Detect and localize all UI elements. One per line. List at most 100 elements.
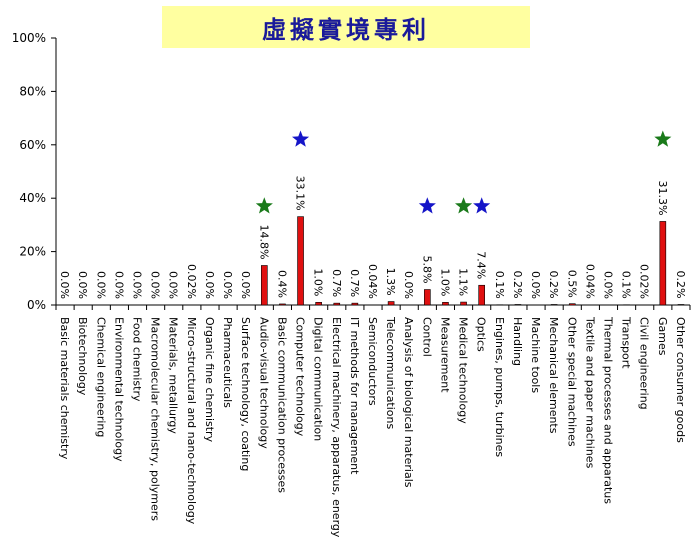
data-label: 14.8% [257,225,270,260]
data-label: 0.7% [348,269,361,297]
x-tick-label: Digital communication [312,317,325,441]
data-label: 0.1% [493,271,506,299]
bar [442,302,449,306]
x-tick-label: Organic fine chemistry [203,317,216,443]
x-tick-label: Micro-structural and nano-technology [185,317,198,525]
x-tick-label: Transport [620,316,633,369]
data-label: 0.5% [565,270,578,298]
x-tick-label: IT methods for management [348,317,361,475]
data-label: 1.0% [312,268,325,296]
star-marker-icon [654,130,672,147]
x-tick-label: Analysis of biological materials [402,317,415,488]
x-tick-label: Games [656,317,669,356]
data-label: 0.0% [131,271,144,299]
x-tick-label: Measurement [438,317,451,393]
data-label: 0.0% [601,271,614,299]
data-label: 0.0% [221,271,234,299]
x-tick-label: Audio-visual technology [257,317,270,449]
data-label: 0.0% [112,271,125,299]
bar [315,302,322,306]
bar [478,284,485,306]
data-label: 1.1% [457,268,470,296]
data-label: 0.04% [366,264,379,299]
data-label: 1.3% [384,268,397,296]
y-tick-label: 100% [12,31,46,45]
x-tick-label: Optics [475,317,488,352]
x-tick-label: Medical technology [457,317,470,424]
data-label: 0.4% [275,270,288,298]
data-label: 0.0% [149,271,162,299]
x-tick-label: Electrical machinery, apparatus, energy [330,317,343,538]
bar [424,289,431,306]
y-tick-label: 60% [19,138,46,152]
y-tick-label: 20% [19,245,46,259]
x-tick-label: Macromolecular chemistry, polymers [149,317,162,521]
x-tick-label: Environmental technology [112,317,125,462]
star-marker-icon [255,197,273,214]
bar [514,304,522,306]
star-marker-icon [292,130,310,147]
bar [677,304,685,306]
data-label: 31.3% [656,180,669,215]
x-tick-label: Telecommunications [384,316,397,430]
x-tick-label: Basic materials chemistry [58,317,71,460]
data-label: 0.0% [203,271,216,299]
data-label: 0.0% [167,271,180,299]
data-label: 5.8% [420,256,433,284]
bar [387,301,395,306]
data-label: 0.2% [547,271,560,299]
x-tick-label: Computer technology [294,317,307,437]
data-label: 1.0% [438,268,451,296]
data-label: 7.4% [475,251,488,279]
star-marker-icon [455,197,473,214]
x-tick-label: Machine tools [529,317,542,393]
x-tick-label: Textile and paper machines [583,316,596,469]
data-label: 0.0% [239,271,252,299]
x-tick-label: Handling [511,317,524,366]
data-label: 0.04% [583,264,596,299]
chart-title-box: 虛擬實境專利 [162,6,530,48]
bar [460,301,467,306]
data-label: 0.0% [58,271,71,299]
x-tick-label: Semiconductors [366,317,379,406]
data-label: 0.0% [402,271,415,299]
data-label: 33.1% [294,176,307,211]
data-label: 0.7% [330,269,343,297]
bar [297,216,304,306]
y-tick-label: 40% [19,191,46,205]
data-label: 0.0% [529,271,542,299]
bar [351,302,359,306]
y-tick-label: 80% [19,84,46,98]
bar [279,303,286,306]
x-tick-label: Other special machines [565,317,578,447]
star-marker-icon [418,197,436,214]
data-label: 0.1% [620,271,633,299]
y-tick-label: 0% [27,298,46,312]
bar [568,303,576,306]
x-tick-label: Civil engineering [638,317,651,410]
star-marker-icon [473,197,491,214]
x-tick-label: Mechanical elements [547,317,560,434]
data-label: 0.2% [674,271,687,299]
x-tick-label: Basic communication processes [275,317,288,493]
x-tick-label: Chemical engineering [94,317,107,437]
data-label: 0.02% [185,264,198,299]
bar [261,265,268,306]
x-tick-label: Other consumer goods [674,317,687,443]
bar [550,304,558,306]
x-tick-label: Control [420,317,433,357]
data-label: 0.2% [511,271,524,299]
data-label: 0.0% [94,271,107,299]
x-tick-label: Biotechnology [76,317,89,396]
x-tick-label: Food chemistry [131,317,144,402]
data-label: 0.02% [638,264,651,299]
x-tick-label: Materials, metallurgy [167,317,180,434]
chart-title: 虛擬實境專利 [262,14,430,44]
x-tick-label: Pharmaceuticals [221,317,234,408]
x-tick-label: Surface technology, coating [239,317,252,471]
bar [659,221,667,306]
x-tick-label: Engines, pumps, turbines [493,317,506,457]
data-label: 0.0% [76,271,89,299]
x-tick-label: Thermal processes and apparatus [601,316,614,504]
